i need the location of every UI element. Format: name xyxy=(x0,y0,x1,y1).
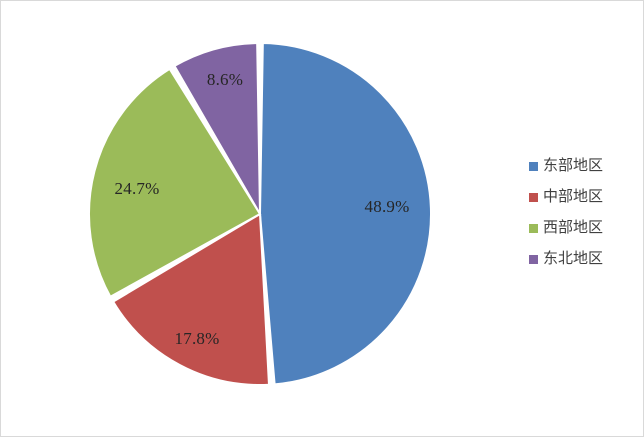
pie-slice-data-label: 8.6% xyxy=(206,70,244,89)
pie-slice[interactable] xyxy=(258,42,432,386)
legend-item-label: 东部地区 xyxy=(543,158,604,174)
pie-slice-data-label: 24.7% xyxy=(114,179,160,198)
legend-swatch-icon xyxy=(529,193,538,202)
pie-plot-area[interactable]: 48.9% 17.8% 24.7% 8.6% xyxy=(1,1,471,436)
pie-slice[interactable] xyxy=(88,67,262,299)
legend-item[interactable]: 东部地区 xyxy=(529,151,629,182)
pie-slice-group xyxy=(88,42,432,386)
legend-item-label: 中部地区 xyxy=(543,189,604,205)
legend-swatch-icon xyxy=(529,255,538,264)
chart-legend[interactable]: 东部地区中部地区西部地区东北地区 xyxy=(529,151,629,275)
legend-swatch-icon xyxy=(529,162,538,171)
legend-item-label: 东北地区 xyxy=(543,251,604,267)
pie-svg xyxy=(88,42,432,386)
pie-slice-data-label: 17.8% xyxy=(174,329,220,348)
pie-slice[interactable] xyxy=(111,212,271,386)
legend-swatch-icon xyxy=(529,224,538,233)
pie-slice-data-label: 48.9% xyxy=(364,197,410,216)
legend-item-label: 西部地区 xyxy=(543,220,604,236)
legend-item[interactable]: 中部地区 xyxy=(529,182,629,213)
legend-item[interactable]: 东北地区 xyxy=(529,244,629,275)
pie-slice[interactable] xyxy=(173,42,262,218)
legend-item[interactable]: 西部地区 xyxy=(529,213,629,244)
